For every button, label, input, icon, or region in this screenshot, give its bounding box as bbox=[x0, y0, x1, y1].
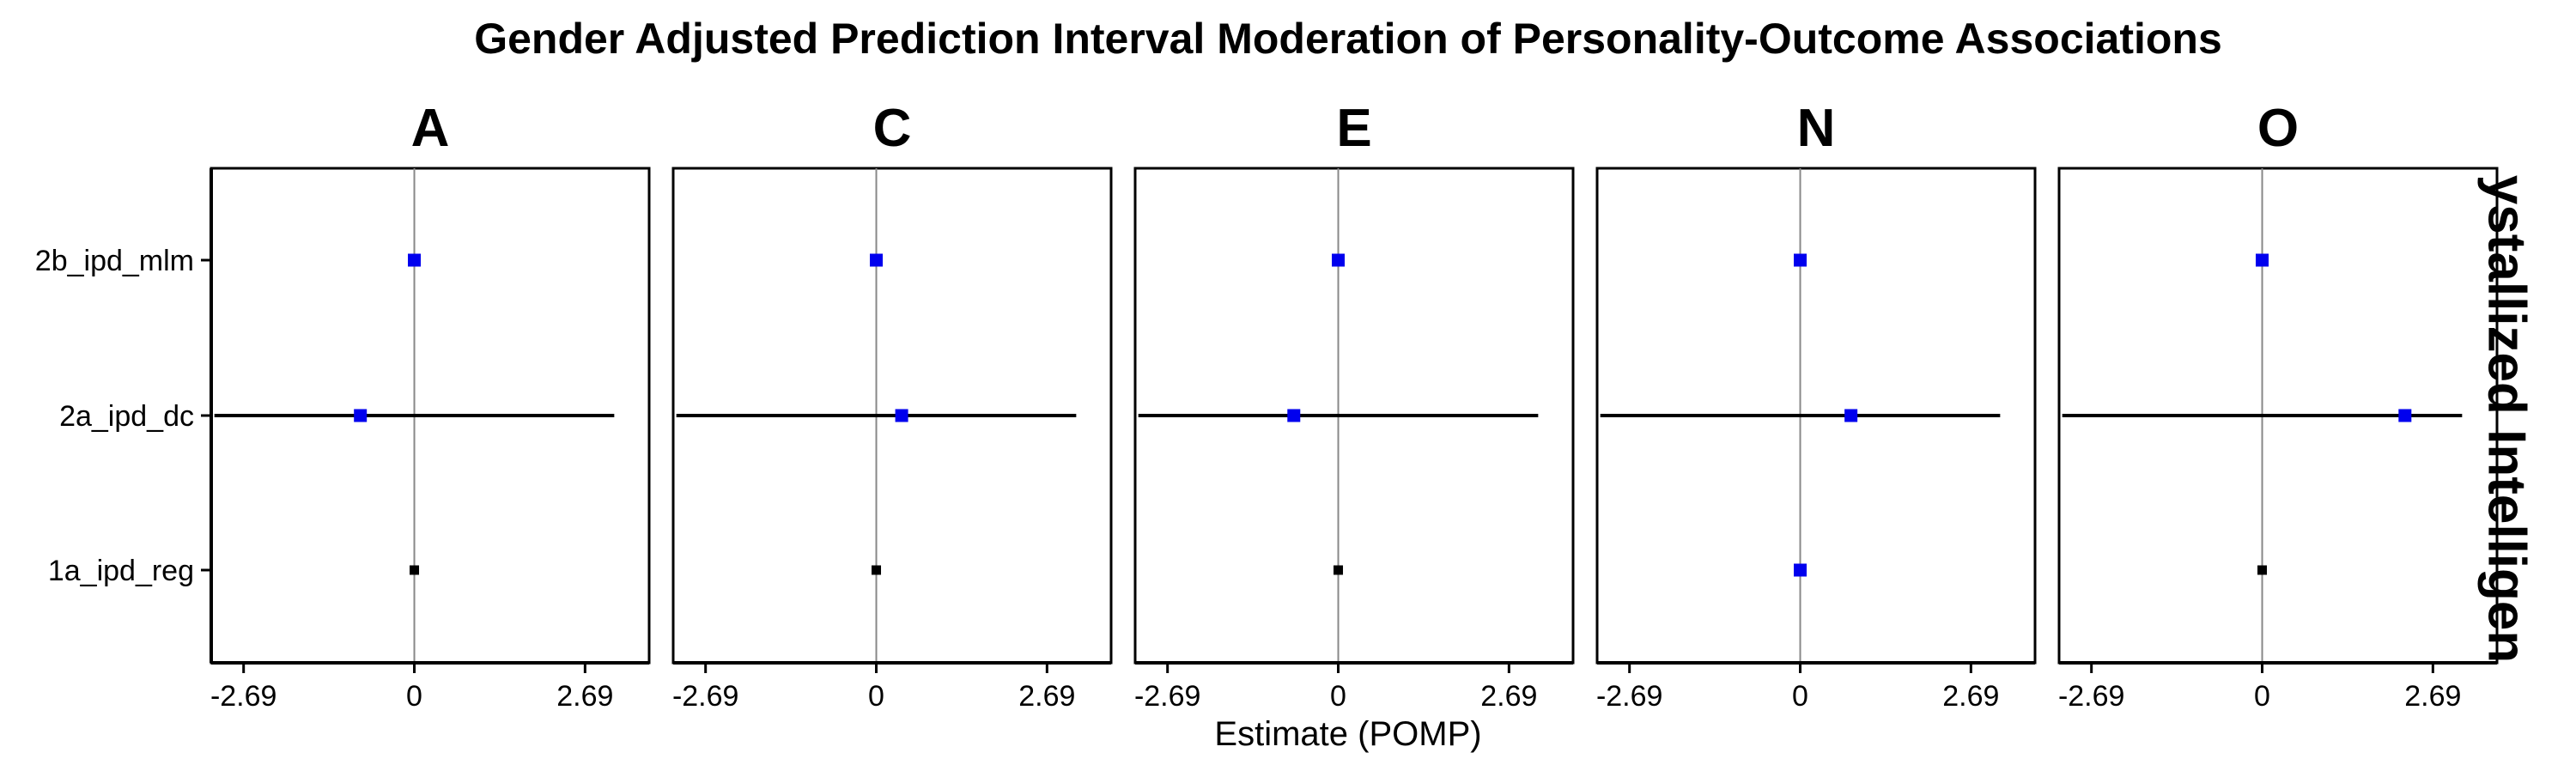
x-tick-label: 2.69 bbox=[1018, 680, 1075, 713]
point-marker bbox=[354, 409, 368, 422]
x-tick-label: -2.69 bbox=[210, 680, 277, 713]
point-marker bbox=[1794, 253, 1807, 267]
point-marker bbox=[895, 409, 908, 422]
x-tick-label: -2.69 bbox=[1134, 680, 1201, 713]
y-tick-label: 2a_ipd_dc bbox=[59, 400, 194, 433]
point-marker bbox=[408, 253, 422, 267]
y-tick-label: 1a_ipd_reg bbox=[48, 555, 194, 587]
right-strip-label: ystallized Intelligen bbox=[2477, 175, 2537, 663]
x-tick-label: 0 bbox=[2254, 680, 2270, 713]
facet-label: E bbox=[1336, 99, 1371, 158]
point-marker bbox=[1794, 563, 1807, 577]
x-tick-label: 2.69 bbox=[2404, 680, 2461, 713]
facet-label: O bbox=[2257, 99, 2299, 158]
point-marker bbox=[410, 565, 420, 575]
point-marker bbox=[2398, 409, 2412, 422]
point-marker bbox=[872, 565, 882, 575]
facet-panel-O: O -2.69 0 2.69 bbox=[2057, 99, 2499, 713]
point-marker bbox=[1287, 409, 1301, 422]
point-marker bbox=[1844, 409, 1858, 422]
x-tick-label: 2.69 bbox=[556, 680, 613, 713]
x-tick-label: -2.69 bbox=[672, 680, 739, 713]
facet-label: A bbox=[411, 99, 450, 158]
x-tick-label: 0 bbox=[868, 680, 884, 713]
facet-panel-E: E -2.69 0 2.69 bbox=[1133, 99, 1575, 713]
x-tick-label: -2.69 bbox=[2058, 680, 2125, 713]
y-tick-label: 2b_ipd_mlm bbox=[35, 245, 194, 277]
x-tick-label: 2.69 bbox=[1942, 680, 1999, 713]
point-marker bbox=[1332, 253, 1346, 267]
facet-panel-N: N -2.69 0 2.69 bbox=[1595, 99, 2037, 713]
y-axis: 2b_ipd_mlm 2a_ipd_dc 1a_ipd_reg bbox=[35, 168, 213, 663]
point-marker bbox=[2257, 565, 2268, 575]
facet-panel-C: C -2.69 0 2.69 bbox=[671, 99, 1113, 713]
facet-label: N bbox=[1797, 99, 1836, 158]
facet-panels: A -2.69 0 2.69 C -2.69 0 2.69 E -2.69 0 2.69 N -2.69 0… bbox=[210, 99, 2499, 713]
facet-panel-A: A -2.69 0 2.69 bbox=[210, 99, 651, 713]
x-tick-label: 2.69 bbox=[1480, 680, 1537, 713]
x-tick-label: 0 bbox=[1792, 680, 1808, 713]
chart-title: Gender Adjusted Prediction Interval Mode… bbox=[474, 15, 2222, 63]
x-tick-label: -2.69 bbox=[1596, 680, 1663, 713]
point-marker bbox=[2256, 253, 2269, 267]
point-marker bbox=[1334, 565, 1344, 575]
facet-label: C bbox=[873, 99, 912, 158]
x-axis-label: Estimate (POMP) bbox=[1214, 715, 1481, 753]
point-marker bbox=[870, 253, 884, 267]
x-tick-label: 0 bbox=[406, 680, 422, 713]
x-tick-label: 0 bbox=[1330, 680, 1346, 713]
